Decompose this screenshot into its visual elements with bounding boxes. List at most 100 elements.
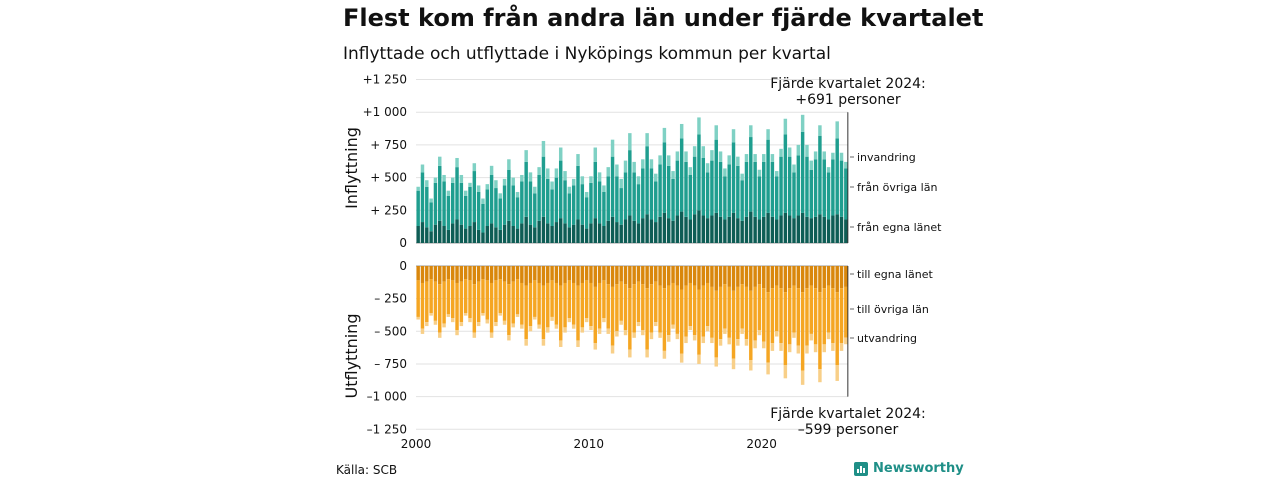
bar-segment: [654, 281, 658, 323]
bar-segment: [537, 220, 541, 243]
bar-segment: [541, 140, 546, 157]
bar-segment: [835, 365, 839, 381]
bar-segment: [602, 185, 606, 192]
bar-segment: [507, 284, 511, 336]
bar-segment: [541, 216, 546, 243]
bar-segment: [705, 282, 710, 327]
bar-segment: [593, 218, 598, 243]
bar-segment: [839, 216, 844, 243]
bar-segment: [766, 129, 770, 140]
bar-segment: [818, 266, 822, 293]
bar-segment: [757, 284, 762, 330]
bar-segment: [628, 349, 632, 358]
bar-segment: [576, 219, 580, 243]
bar-segment: [675, 266, 680, 286]
bar-segment: [766, 292, 770, 363]
bar-segment: [714, 357, 718, 367]
bar-segment: [792, 332, 796, 338]
bar-segment: [489, 174, 494, 224]
bar-segment: [822, 151, 826, 160]
bar-segment: [524, 285, 528, 340]
bar-segment: [524, 161, 528, 217]
bar-segment: [826, 266, 831, 286]
bar-segment: [481, 203, 485, 233]
bar-segment: [731, 129, 736, 143]
bar-segment: [831, 266, 835, 289]
bar-segment: [727, 216, 731, 243]
bar-segment: [576, 285, 580, 341]
bar-segment: [779, 156, 783, 216]
bar-segment: [636, 322, 641, 327]
bar-segment: [774, 331, 779, 337]
bar-segment: [463, 266, 468, 280]
bar-segment: [818, 214, 822, 243]
bar-segment: [684, 216, 688, 243]
bar-segment: [450, 182, 455, 224]
bar-segment: [641, 218, 645, 243]
bar-segment: [649, 159, 654, 169]
bar-segment: [567, 227, 572, 243]
bar-segment: [632, 161, 636, 173]
bar-segment: [632, 266, 636, 285]
bar-segment: [446, 266, 451, 280]
bar-segment: [731, 358, 736, 370]
series-label: till övriga län: [857, 303, 929, 316]
bar-segment: [476, 281, 481, 323]
bar-segment: [463, 279, 468, 314]
bar-segment: [537, 324, 541, 329]
bar-segment: [701, 285, 706, 337]
bar-segment: [463, 195, 468, 229]
source-note: Källa: SCB: [336, 463, 398, 477]
bar-segment: [645, 349, 649, 358]
bar-segment: [602, 266, 606, 281]
bar-segment: [783, 212, 788, 243]
bar-segment: [546, 223, 550, 243]
bar-segment: [541, 156, 546, 217]
bar-segment: [701, 146, 706, 158]
series-label: utvandring: [857, 332, 917, 345]
bar-segment: [662, 266, 667, 289]
annotation-line2: +691 personer: [795, 92, 901, 108]
bar-segment: [839, 288, 844, 344]
bar-segment: [597, 172, 602, 182]
bar-segment: [831, 159, 835, 216]
bar-segment: [688, 219, 693, 243]
bar-segment: [731, 266, 736, 291]
bar-segment: [641, 168, 645, 219]
bar-segment: [476, 185, 481, 192]
bar-segment: [554, 222, 559, 243]
bar-segment: [533, 193, 537, 228]
bar-segment: [571, 324, 576, 329]
bar-segment: [546, 178, 550, 224]
bar-segment: [481, 279, 485, 314]
bar-segment: [546, 282, 550, 328]
bar-segment: [654, 181, 658, 223]
bar-segment: [485, 280, 490, 320]
bar-segment: [831, 215, 835, 243]
bar-segment: [589, 182, 593, 224]
bar-segment: [485, 226, 490, 243]
bar-segment: [692, 335, 697, 341]
brand-name: Newsworthy: [873, 461, 964, 476]
bar-segment: [450, 223, 455, 243]
bar-segment: [705, 266, 710, 283]
bar-segment: [576, 340, 580, 347]
annotation-line1: Fjärde kvartalet 2024:: [770, 76, 926, 92]
bar-segment: [762, 154, 766, 162]
bar-segment: [766, 266, 770, 293]
bar-segment: [844, 337, 848, 345]
bar-segment: [826, 172, 831, 220]
bar-segment: [736, 286, 740, 340]
bar-segment: [623, 160, 628, 173]
bar-segment: [433, 224, 438, 243]
bar-segment: [476, 266, 481, 282]
bar-segment: [446, 279, 451, 315]
bar-segment: [770, 154, 775, 162]
bar-segment: [723, 328, 727, 334]
bar-segment: [593, 147, 598, 162]
bar-segment: [710, 337, 714, 344]
bar-segment: [787, 288, 792, 345]
bar-segment: [433, 266, 438, 282]
bar-segment: [662, 142, 667, 213]
bar-segment: [744, 339, 749, 346]
